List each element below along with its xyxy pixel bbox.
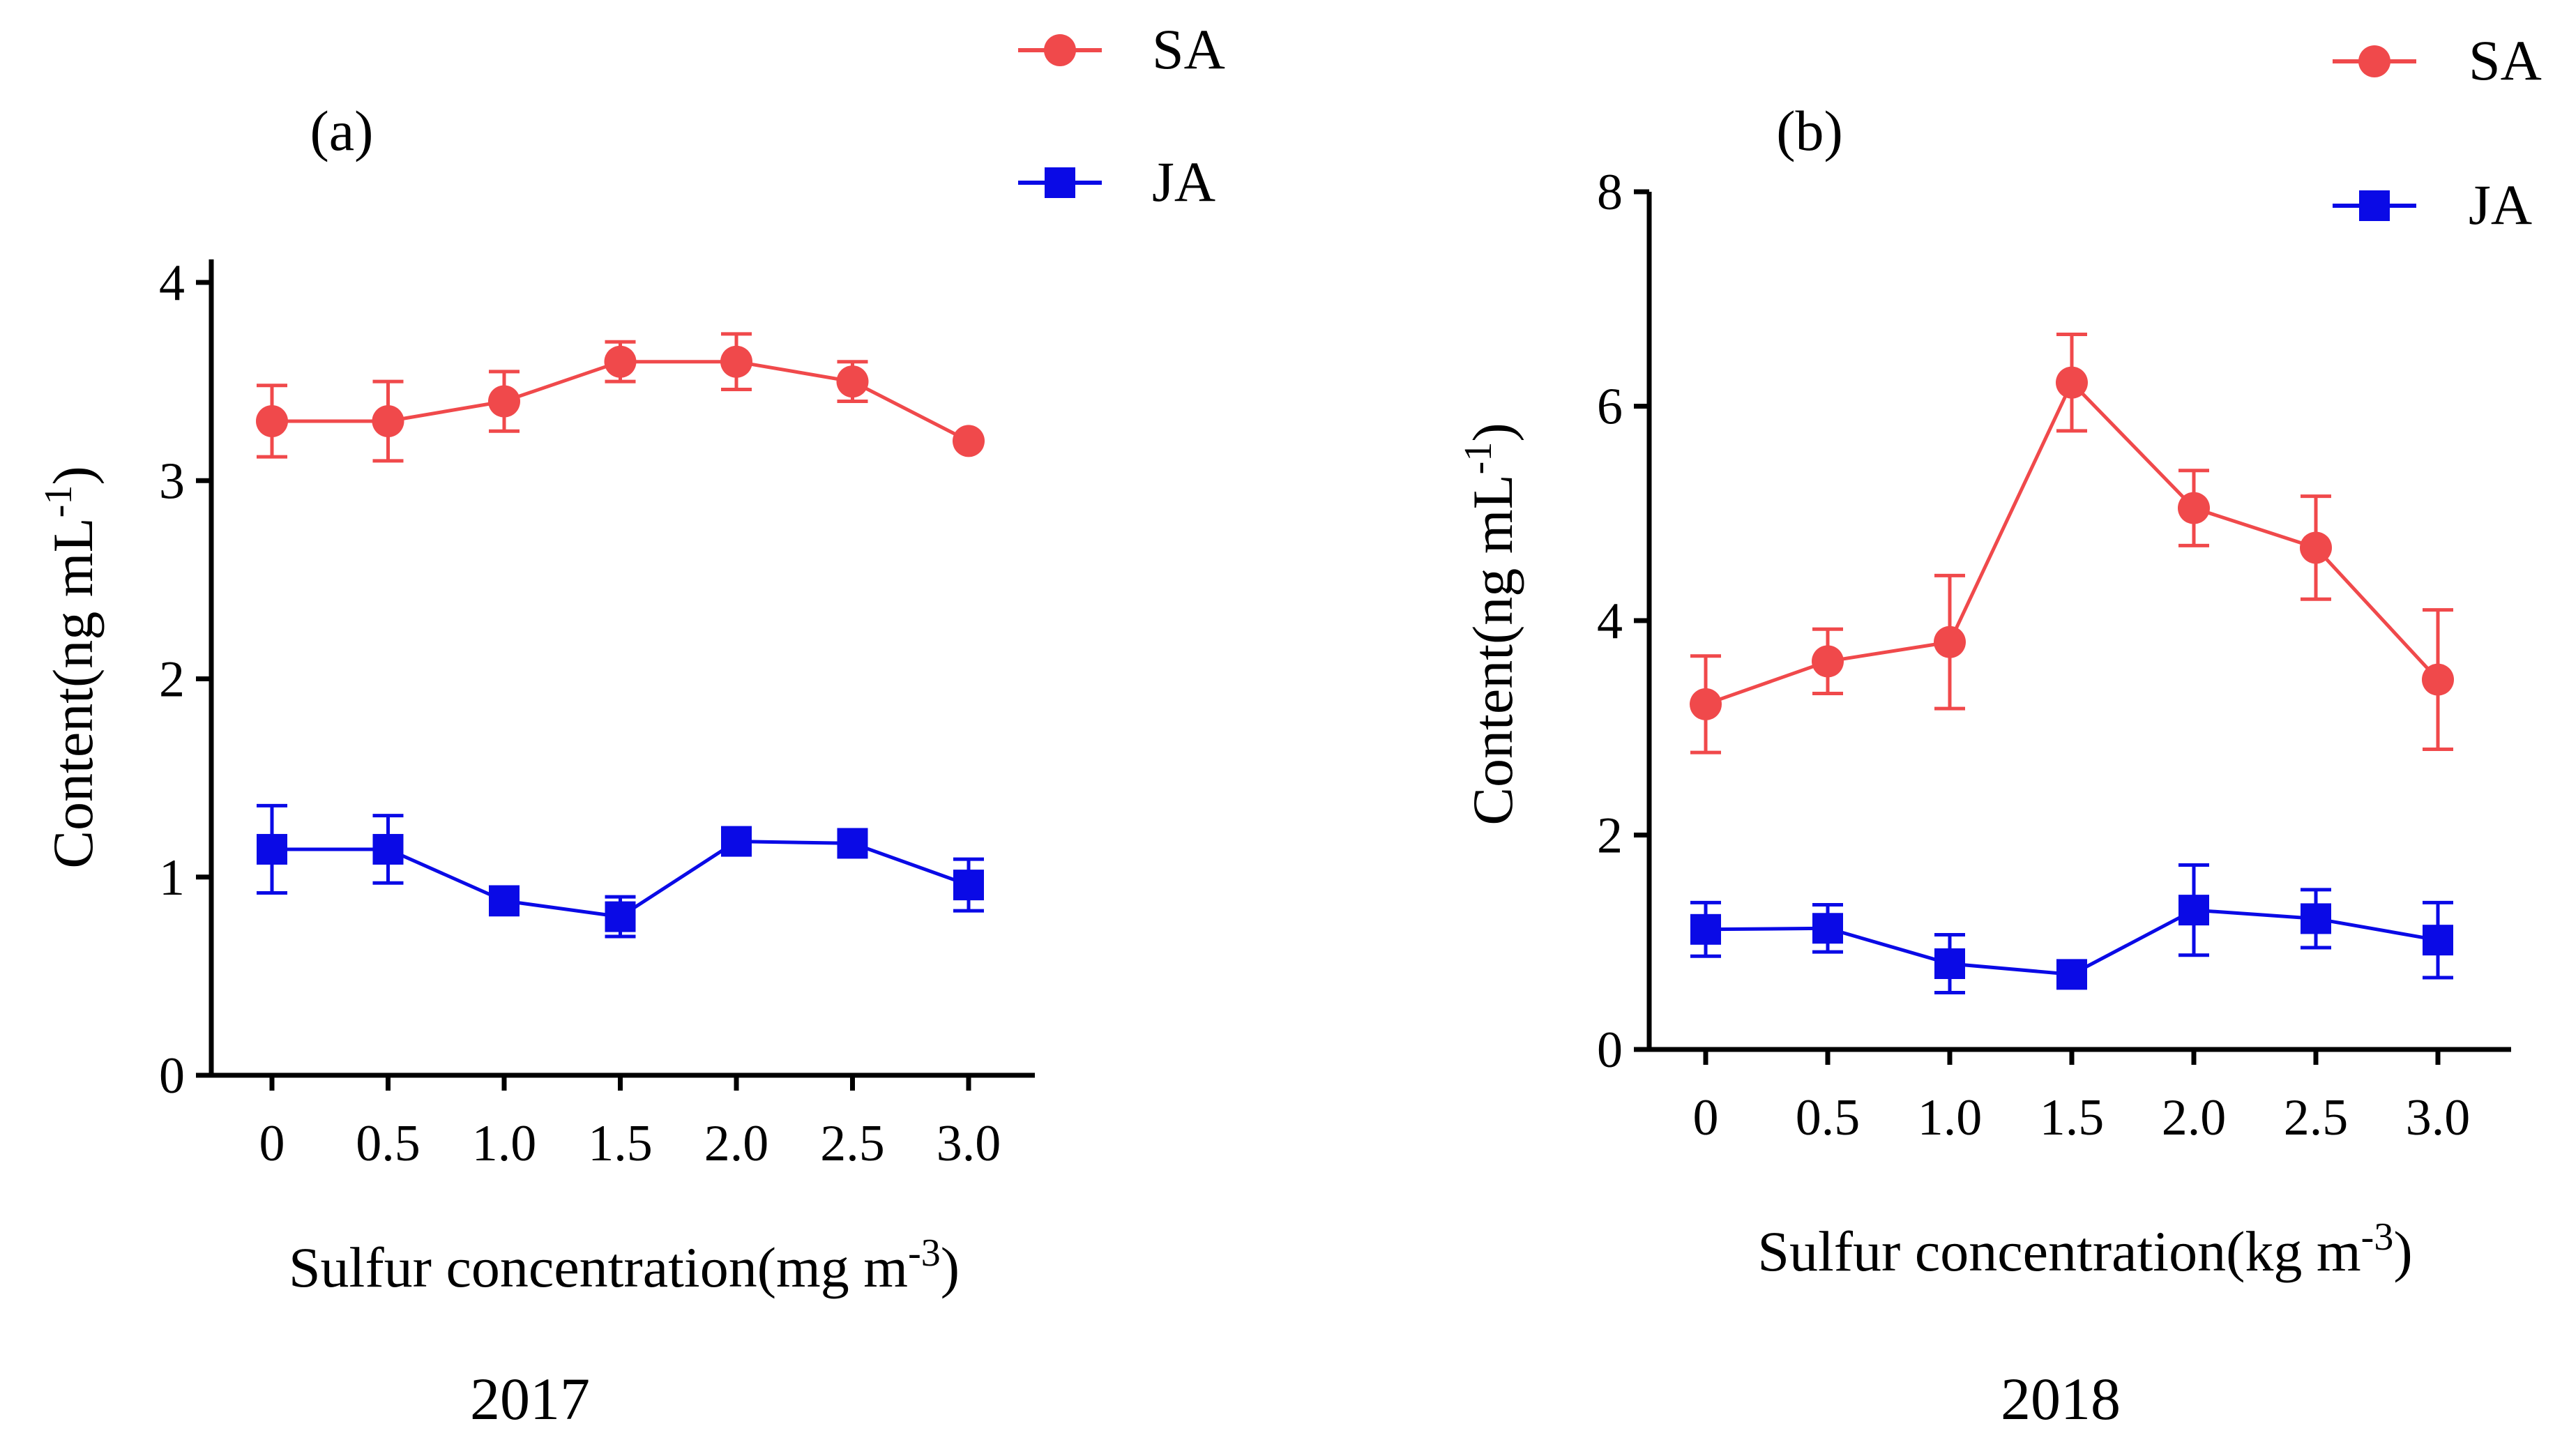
- data-point-sa-a: [953, 425, 985, 457]
- chart-panel-a: (a) SA JA 0 1 2 3 4 0 0.5 1.0 1.5 2.0 2.5 3.0 Cont…: [37, 17, 1225, 1432]
- x-tick-label-b: 0.5: [1796, 1089, 1861, 1146]
- y-ticks-a: 0 1 2 3 4: [159, 255, 211, 1105]
- x-tick-label-a: 2.5: [820, 1115, 885, 1172]
- y-axis-title-a: Content(ng mL-1): [37, 466, 105, 868]
- legend-a: SA JA: [1018, 17, 1225, 213]
- y-axis-title-a-sup: -1: [37, 485, 80, 518]
- x-tick-label-b: 2.0: [2162, 1089, 2227, 1146]
- legend-b-ja[interactable]: JA: [2333, 173, 2532, 236]
- x-axis-title-a: Sulfur concentration(mg m-3): [289, 1231, 960, 1299]
- x-axis-title-b: Sulfur concentration(kg m-3): [1757, 1215, 2412, 1283]
- y-tick-label-b: 6: [1597, 379, 1623, 436]
- data-point-sa-b: [2178, 492, 2210, 524]
- y-axis-title-a-end: ): [41, 466, 105, 485]
- data-point-sa-a: [836, 365, 869, 398]
- data-point-sa-a: [372, 404, 404, 437]
- y-tick-label-b: 0: [1597, 1022, 1623, 1079]
- y-ticks-b: 0 2 4 6 8: [1597, 164, 1649, 1079]
- caption-a: 2017: [470, 1365, 590, 1432]
- data-point-ja-b: [2301, 903, 2331, 934]
- legend-b-ja-label: JA: [2469, 173, 2532, 236]
- y-tick-label-b: 4: [1597, 593, 1623, 650]
- x-axis-title-b-sup: -3: [2361, 1215, 2394, 1259]
- y-axis-title-b: Content(ng mL-1): [1457, 423, 1524, 825]
- x-tick-label-a: 3.0: [937, 1115, 1001, 1172]
- data-point-ja-a: [489, 885, 520, 916]
- legend-b-sa-label: SA: [2469, 29, 2542, 92]
- x-axis-title-a-end: ): [941, 1236, 960, 1299]
- data-point-ja-a: [257, 833, 287, 865]
- data-point-sa-a: [720, 345, 752, 378]
- x-tick-label-b: 0: [1693, 1089, 1719, 1146]
- data-point-sa-b: [2422, 663, 2454, 696]
- data-point-ja-b: [1812, 913, 1843, 944]
- x-tick-label-a: 2.0: [704, 1115, 769, 1172]
- data-point-ja-b: [2178, 895, 2209, 926]
- y-tick-label-b: 8: [1597, 164, 1623, 221]
- data-point-ja-a: [372, 833, 404, 865]
- y-tick-label-a: 0: [159, 1047, 185, 1105]
- x-axis-title-a-text: Sulfur concentration(mg m: [289, 1236, 908, 1299]
- data-point-sa-a: [488, 385, 520, 418]
- data-point-sa-a: [604, 345, 637, 378]
- plot-area-a: [256, 332, 985, 939]
- legend-b-sa-marker: [2358, 45, 2390, 77]
- data-point-ja-a: [837, 828, 868, 859]
- caption-b: 2018: [2001, 1365, 2121, 1432]
- legend-b-sa[interactable]: SA: [2333, 29, 2542, 92]
- data-point-sa-a: [256, 404, 288, 437]
- legend-b-ja-marker: [2359, 190, 2390, 221]
- legend-a-sa-marker: [1044, 34, 1076, 66]
- plot-area-b: [1690, 332, 2454, 995]
- x-axis-title-b-end: ): [2393, 1220, 2412, 1283]
- x-tick-label-a: 0: [259, 1115, 285, 1172]
- legend-a-ja[interactable]: JA: [1018, 150, 1215, 213]
- x-tick-label-a: 0.5: [356, 1115, 420, 1172]
- x-tick-label-b: 3.0: [2406, 1089, 2471, 1146]
- y-axis-title-b-end: ): [1461, 423, 1524, 441]
- data-point-ja-b: [1934, 948, 1965, 979]
- legend-a-ja-label: JA: [1152, 150, 1215, 213]
- x-tick-label-b: 1.5: [2040, 1089, 2105, 1146]
- chart-panel-b: (b) SA JA 0 2 4 6 8 0 0.5 1.0 1.5 2.0 2.5 3.0 Cont…: [1457, 29, 2542, 1432]
- data-point-ja-b: [2056, 959, 2087, 990]
- data-point-sa-b: [2056, 366, 2088, 399]
- x-axis-title-b-text: Sulfur concentration(kg m: [1757, 1220, 2360, 1283]
- y-tick-label-b: 2: [1597, 807, 1623, 865]
- y-tick-label-a: 3: [159, 453, 185, 510]
- y-tick-label-a: 1: [159, 849, 185, 907]
- data-point-sa-b: [1934, 625, 1966, 658]
- x-ticks-a: 0 0.5 1.0 1.5 2.0 2.5 3.0: [259, 1075, 1001, 1172]
- x-tick-label-b: 2.5: [2284, 1089, 2349, 1146]
- data-point-ja-a: [721, 826, 752, 857]
- data-point-ja-b: [1690, 913, 1721, 945]
- y-tick-label-a: 2: [159, 651, 185, 708]
- data-point-sa-b: [2300, 531, 2332, 564]
- x-tick-label-a: 1.5: [588, 1115, 653, 1172]
- legend-a-ja-marker: [1045, 167, 1075, 198]
- legend-a-sa-label: SA: [1152, 17, 1225, 81]
- data-point-ja-a: [605, 901, 636, 932]
- x-ticks-b: 0 0.5 1.0 1.5 2.0 2.5 3.0: [1693, 1049, 2471, 1146]
- y-axis-title-a-text: Content(ng mL: [41, 517, 105, 868]
- data-point-ja-a: [953, 870, 984, 901]
- x-tick-label-b: 1.0: [1918, 1089, 1983, 1146]
- x-axis-title-a-sup: -3: [908, 1231, 941, 1275]
- data-point-sa-b: [1812, 645, 1844, 678]
- data-point-sa-b: [1690, 688, 1722, 720]
- y-axis-title-b-sup: -1: [1457, 442, 1500, 475]
- y-tick-label-a: 4: [159, 255, 185, 312]
- x-tick-label-a: 1.0: [472, 1115, 537, 1172]
- legend-a-sa[interactable]: SA: [1018, 17, 1225, 81]
- data-point-ja-b: [2423, 925, 2453, 956]
- panel-label-b: (b): [1776, 99, 1843, 162]
- y-axis-title-b-text: Content(ng mL: [1461, 474, 1524, 825]
- panel-label-a: (a): [310, 99, 373, 162]
- legend-b: SA JA: [2333, 29, 2542, 236]
